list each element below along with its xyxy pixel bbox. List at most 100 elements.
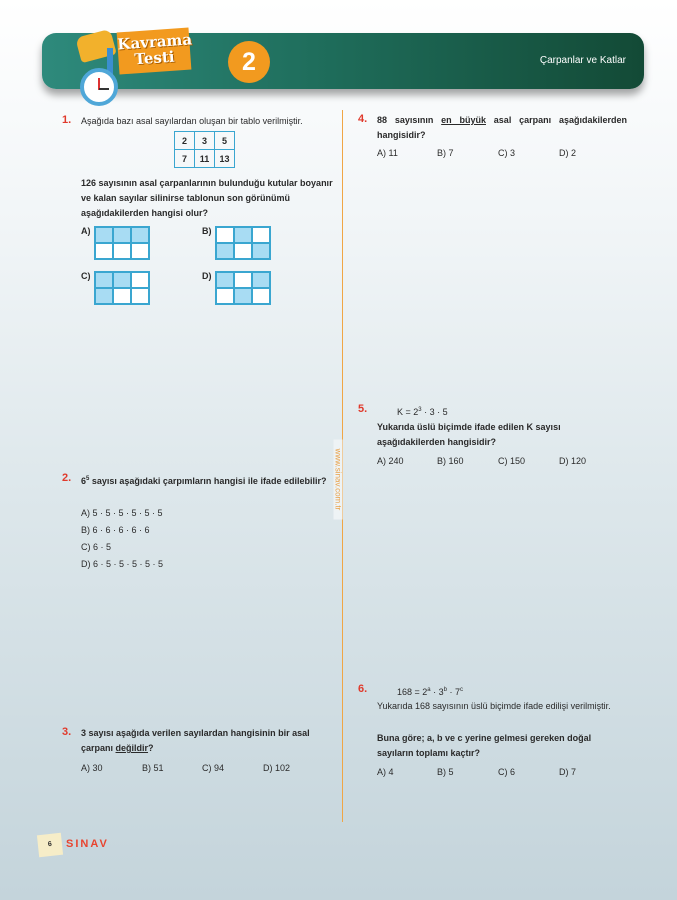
shaded-cell (113, 227, 131, 243)
question-body: 3 sayısı aşağıda verilen sayılardan hang… (81, 728, 310, 753)
expression: K = 23 · 3 · 5 (397, 403, 448, 420)
option-grid[interactable] (94, 226, 150, 260)
cell: 13 (214, 149, 235, 168)
empty-cell (216, 227, 234, 243)
test-number: 2 (228, 41, 270, 83)
topic-title: Çarpanlar ve Katlar (539, 55, 626, 66)
option-d[interactable]: D) 7 (559, 767, 577, 777)
question-text: 126 sayısının asal çarpanlarının bulundu… (81, 178, 333, 218)
cell: 5 (214, 131, 235, 150)
option-label[interactable]: D) (202, 271, 212, 281)
empty-cell (131, 288, 149, 304)
option-a[interactable]: A) 30 (81, 763, 103, 773)
option-a[interactable]: A) 11 (377, 148, 398, 158)
cell: 11 (194, 149, 215, 168)
option-c[interactable]: C) 6 (498, 767, 516, 777)
shaded-cell (216, 272, 234, 288)
option-a[interactable]: A) 5 · 5 · 5 · 5 · 5 · 5 (81, 508, 163, 518)
option-d[interactable]: D) 120 (559, 456, 587, 466)
expr-part: K = 2 (397, 407, 419, 417)
option-a[interactable]: A) 240 (377, 456, 404, 466)
shaded-cell (95, 227, 113, 243)
cell: 3 (194, 131, 215, 150)
option-c[interactable]: C) 3 (498, 148, 516, 158)
empty-cell (131, 243, 149, 259)
shaded-cell (234, 227, 252, 243)
empty-cell (234, 272, 252, 288)
empty-cell (252, 288, 270, 304)
option-b[interactable]: B) 160 (437, 456, 464, 466)
shaded-cell (252, 272, 270, 288)
expression: 168 = 2a · 3b · 7c (397, 683, 463, 700)
expr-part: 168 = 2 (397, 687, 428, 697)
shaded-cell (95, 272, 113, 288)
option-a[interactable]: A) 4 (377, 767, 394, 777)
expr-part: · 7 (446, 687, 460, 697)
question-number: 2. (62, 472, 72, 484)
option-c[interactable]: C) 94 (202, 763, 225, 773)
question-body: sayısı aşağıdaki çarpımların hangisi ile… (89, 476, 327, 486)
cell: 2 (174, 131, 195, 150)
question-number: 4. (358, 113, 368, 125)
emphasis: değildir (115, 743, 149, 753)
option-d[interactable]: D) 102 (263, 763, 291, 773)
column-divider (342, 110, 343, 822)
option-grid[interactable] (215, 271, 271, 305)
exponent: c (460, 687, 463, 693)
option-c[interactable]: C) 150 (498, 456, 526, 466)
exponent: 5 (86, 476, 90, 482)
empty-cell (95, 243, 113, 259)
question-intro: Yukarıda 168 sayısının üslü biçimde ifad… (377, 701, 611, 711)
question-number: 3. (62, 726, 72, 738)
expr-part: · 3 · 5 (421, 407, 448, 417)
expr-part: · 3 (430, 687, 444, 697)
shaded-cell (95, 288, 113, 304)
option-b[interactable]: B) 6 · 6 · 6 · 6 · 6 (81, 525, 150, 535)
question-text: 3 sayısı aşağıda verilen sayılardan hang… (81, 726, 335, 756)
shaded-cell (113, 272, 131, 288)
question-number: 6. (358, 683, 368, 695)
pencil-icon (107, 48, 113, 78)
option-grid[interactable] (215, 226, 271, 260)
empty-cell (113, 243, 131, 259)
option-c[interactable]: C) 6 · 5 (81, 542, 112, 552)
empty-cell (131, 272, 149, 288)
option-b[interactable]: B) 5 (437, 767, 454, 777)
option-d[interactable]: D) 6 · 5 · 5 · 5 · 5 · 5 (81, 559, 164, 569)
shaded-cell (252, 243, 270, 259)
shaded-cell (131, 227, 149, 243)
question-end: ? (148, 743, 154, 753)
exponent: a (427, 687, 431, 693)
option-d[interactable]: D) 2 (559, 148, 577, 158)
question-text: Buna göre; a, b ve c yerine gelmesi gere… (377, 733, 592, 758)
option-label[interactable]: C) (81, 271, 91, 281)
shaded-cell (216, 243, 234, 259)
empty-cell (216, 288, 234, 304)
exponent: 3 (418, 407, 422, 413)
empty-cell (252, 227, 270, 243)
option-b[interactable]: B) 7 (437, 148, 454, 158)
question-number: 5. (358, 403, 368, 415)
option-grid[interactable] (94, 271, 150, 305)
question-text: Yukarıda üslü biçimde ifade edilen K say… (377, 422, 561, 447)
question-number: 1. (62, 114, 72, 126)
empty-cell (113, 288, 131, 304)
question-text: 65 sayısı aşağıdaki çarpımların hangisi … (81, 472, 335, 489)
emphasis: en büyük (441, 115, 486, 125)
question-body-end: asal çarpanı aşağıdakilerden hangisidir? (377, 115, 627, 140)
question-intro: Aşağıda bazı asal sayılardan oluşan bir … (81, 116, 303, 126)
exponent: b (443, 687, 447, 693)
page-number: 6 (36, 832, 64, 858)
base: 6 (81, 476, 87, 486)
test-badge: Kavrama Testi (116, 27, 193, 75)
shaded-cell (234, 288, 252, 304)
cell: 7 (174, 149, 195, 168)
empty-cell (234, 243, 252, 259)
option-label[interactable]: B) (202, 226, 212, 236)
alarm-clock-icon (80, 68, 118, 106)
option-b[interactable]: B) 51 (142, 763, 164, 773)
question-text: 88 sayısının en büyük asal çarpanı aşağı… (377, 113, 627, 143)
option-label[interactable]: A) (81, 226, 91, 236)
question-body: 88 sayısının (377, 115, 442, 125)
